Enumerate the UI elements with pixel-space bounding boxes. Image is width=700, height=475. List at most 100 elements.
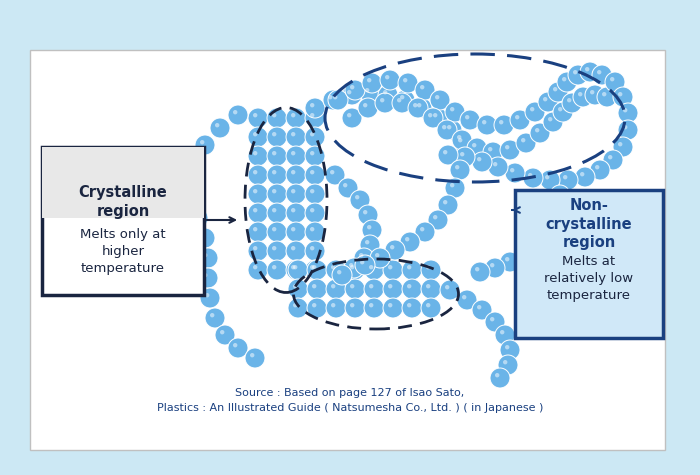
Circle shape [310,170,314,174]
Circle shape [312,303,316,307]
Circle shape [475,267,480,271]
Circle shape [267,241,287,261]
Circle shape [545,175,550,180]
Text: Plastics : An Illustrated Guide ( Natsumesha Co., Ltd. ) ( in Japanese ): Plastics : An Illustrated Guide ( Natsum… [157,403,543,413]
Circle shape [388,284,393,288]
Circle shape [523,168,543,188]
Circle shape [291,227,295,231]
Circle shape [248,222,268,242]
Circle shape [562,77,566,81]
Circle shape [485,312,505,332]
Circle shape [253,189,258,193]
Circle shape [203,253,207,257]
Circle shape [187,195,191,200]
FancyBboxPatch shape [42,147,204,218]
Circle shape [347,113,351,117]
Circle shape [291,132,295,136]
Circle shape [383,260,403,280]
Circle shape [220,330,225,334]
Circle shape [293,284,298,288]
Circle shape [457,135,461,139]
Circle shape [345,260,365,280]
Circle shape [580,62,600,82]
Circle shape [488,147,492,152]
Circle shape [310,208,314,212]
Circle shape [248,127,268,147]
Circle shape [543,97,547,101]
Circle shape [578,92,582,96]
Circle shape [305,98,325,118]
Circle shape [332,265,352,285]
Circle shape [438,145,458,165]
Text: Melts at
relatively low
temperature: Melts at relatively low temperature [545,255,634,302]
Circle shape [426,284,430,288]
Circle shape [291,265,295,269]
Circle shape [573,70,578,75]
Circle shape [400,232,420,252]
Circle shape [558,170,578,190]
Circle shape [442,125,447,129]
Circle shape [267,165,287,185]
Circle shape [355,195,359,200]
Circle shape [369,265,373,269]
Circle shape [548,82,568,102]
Circle shape [450,183,454,188]
Circle shape [412,98,432,118]
Circle shape [272,132,276,136]
Circle shape [562,93,582,113]
Circle shape [420,85,424,89]
Circle shape [472,152,492,172]
Circle shape [253,246,258,250]
Circle shape [613,87,633,107]
Circle shape [383,298,403,318]
Circle shape [380,98,384,103]
Circle shape [400,95,405,99]
Circle shape [355,255,375,275]
Circle shape [328,95,332,99]
Circle shape [618,103,638,123]
Circle shape [548,117,552,122]
Circle shape [305,222,325,242]
Circle shape [286,108,306,128]
Circle shape [338,178,358,198]
Circle shape [305,165,325,185]
Circle shape [528,232,548,252]
Circle shape [272,151,276,155]
Circle shape [485,258,505,278]
Circle shape [575,167,595,187]
Circle shape [467,138,487,158]
Circle shape [337,270,342,275]
Circle shape [272,208,276,212]
Circle shape [557,72,577,92]
Circle shape [272,189,276,193]
Circle shape [350,85,354,89]
Circle shape [323,90,343,110]
Circle shape [205,293,209,297]
Circle shape [310,103,314,107]
Circle shape [286,165,306,185]
Circle shape [452,130,472,150]
Text: Source : Based on page 127 of Isao Sato,: Source : Based on page 127 of Isao Sato, [235,388,465,398]
Circle shape [305,184,325,204]
Circle shape [248,108,268,128]
Circle shape [510,110,530,130]
Circle shape [380,70,400,90]
Circle shape [388,265,393,269]
Circle shape [543,223,547,228]
Circle shape [421,279,441,299]
Circle shape [333,95,337,99]
Circle shape [525,102,545,122]
Circle shape [490,317,494,322]
Circle shape [545,202,565,222]
Circle shape [349,263,354,267]
Circle shape [369,303,373,307]
Circle shape [272,265,276,269]
Circle shape [433,113,438,117]
Circle shape [618,142,622,146]
Circle shape [288,298,308,318]
Circle shape [233,110,237,114]
Circle shape [433,215,438,219]
Circle shape [602,92,606,96]
Circle shape [331,303,335,307]
Circle shape [331,265,335,269]
